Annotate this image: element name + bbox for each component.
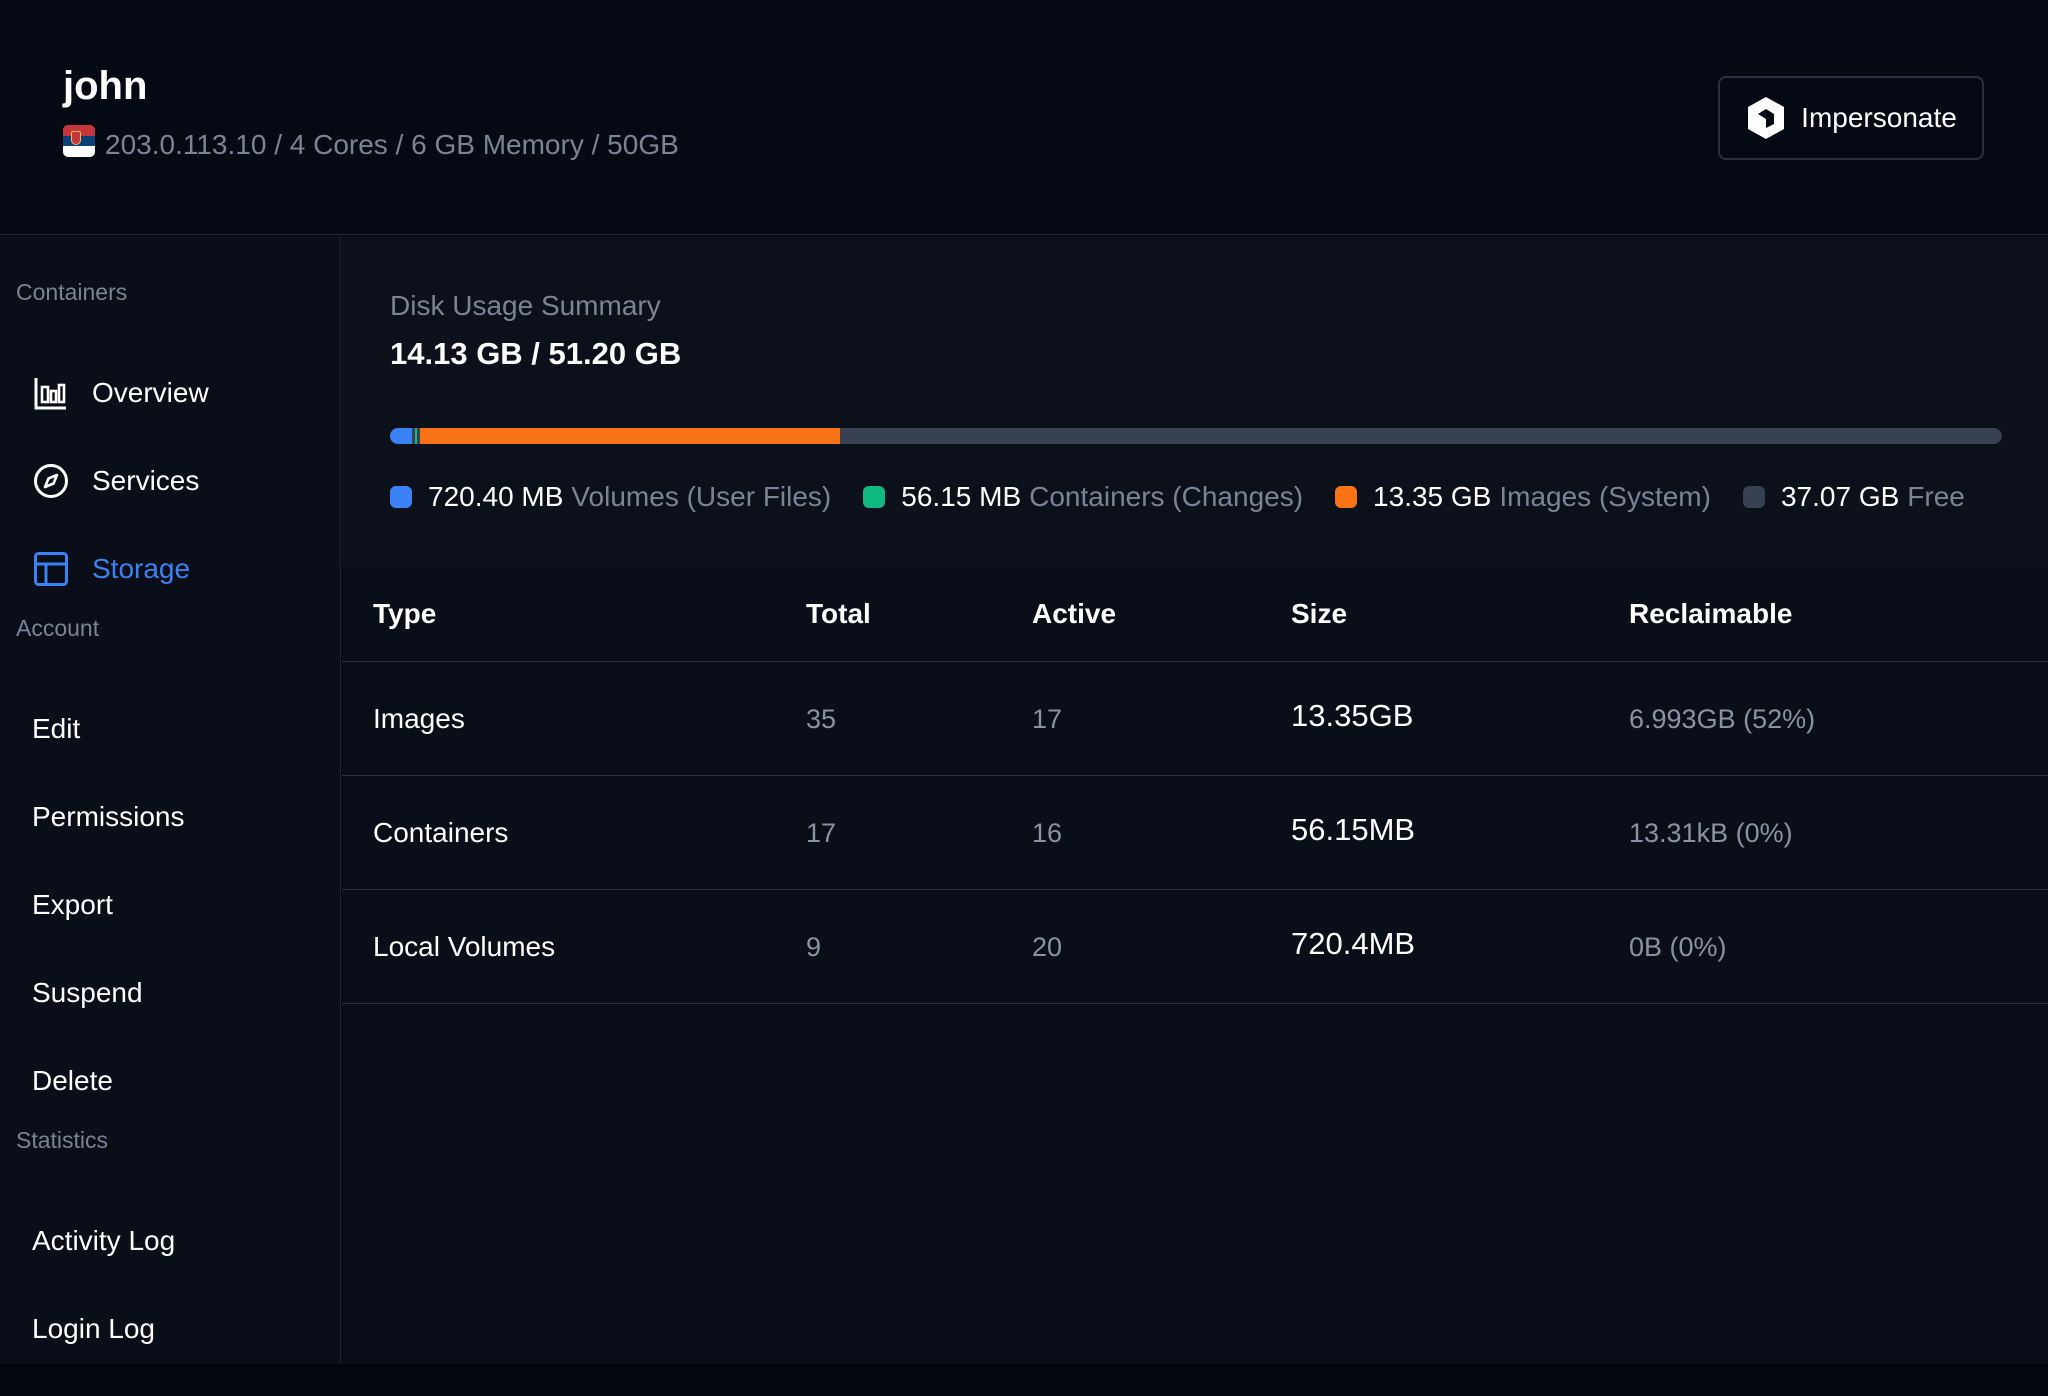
cube-icon (1748, 97, 1785, 139)
legend-name: Containers (Changes) (1029, 481, 1304, 512)
legend-swatch (390, 486, 412, 508)
usage-bar-volumes (390, 428, 412, 444)
server-info: 203.0.113.10 / 4 Cores / 6 GB Memory / 5… (63, 125, 679, 161)
impersonate-button[interactable]: Impersonate (1718, 76, 1984, 160)
section-label-containers: Containers (16, 279, 128, 305)
legend-item-containers: 56.15 MB Containers (Changes) (863, 481, 1303, 513)
table-row: Images 35 17 13.35GB 6.993GB (52%) (342, 662, 2048, 776)
table-icon (34, 552, 68, 586)
cell-reclaimable: 0B (0%) (1629, 932, 1727, 962)
table-header: Type Total Active Size Reclaimable (342, 566, 2048, 662)
compass-icon (34, 464, 68, 498)
cell-size: 56.15MB (1291, 812, 1416, 847)
legend-swatch (1742, 486, 1765, 508)
sidebar-item-label: Export (32, 889, 113, 920)
sidebar-item-storage[interactable]: Storage (0, 537, 340, 601)
usage-legend: 720.40 MB Volumes (User Files) 56.15 MB … (390, 481, 1965, 513)
cell-size: 13.35GB (1291, 698, 1414, 733)
cell-reclaimable: 13.31kB (0%) (1629, 818, 1793, 848)
sidebar-item-label: Delete (32, 1065, 113, 1096)
usage-bar-containers (415, 428, 417, 444)
legend-item-volumes: 720.40 MB Volumes (User Files) (390, 481, 831, 513)
cell-active: 16 (1032, 818, 1063, 848)
impersonate-label: Impersonate (1801, 102, 1957, 133)
sidebar-item-activity-log[interactable]: Activity Log (0, 1209, 340, 1273)
main-content: Disk Usage Summary 14.13 GB / 51.20 GB 7… (342, 236, 2048, 1364)
sidebar-item-label: Storage (92, 553, 191, 584)
cell-type: Images (373, 703, 465, 734)
table-row: Containers 17 16 56.15MB 13.31kB (0%) (342, 776, 2048, 890)
legend-name: Free (1907, 481, 1965, 512)
sidebar-item-label: Services (92, 465, 200, 496)
column-header-size[interactable]: Size (1291, 598, 1348, 629)
legend-name: Volumes (User Files) (571, 481, 832, 512)
legend-swatch (863, 486, 886, 508)
cell-reclaimable: 6.993GB (52%) (1629, 704, 1816, 734)
column-header-reclaimable[interactable]: Reclaimable (1629, 598, 1793, 629)
column-header-total[interactable]: Total (806, 598, 871, 629)
sidebar-item-overview[interactable]: Overview (0, 361, 340, 425)
legend-value: 37.07 GB (1780, 481, 1900, 512)
sidebar-item-label: Edit (32, 713, 81, 744)
summary-label: Disk Usage Summary (390, 290, 661, 321)
section-label-account: Account (16, 615, 100, 641)
sidebar-item-permissions[interactable]: Permissions (0, 785, 340, 849)
disk-usage-summary: Disk Usage Summary 14.13 GB / 51.20 GB 7… (342, 236, 2048, 566)
cell-active: 20 (1032, 932, 1063, 962)
bottom-strip (0, 1364, 2048, 1396)
sidebar-item-label: Suspend (32, 977, 143, 1008)
cell-total: 9 (806, 932, 822, 962)
summary-value: 14.13 GB / 51.20 GB (390, 336, 682, 371)
chart-bar-icon (34, 378, 66, 410)
sidebar: Containers Overview Services Storage Acc… (0, 236, 341, 1364)
legend-item-images: 13.35 GB Images (System) (1335, 481, 1711, 513)
column-header-active[interactable]: Active (1032, 598, 1117, 629)
sidebar-item-label: Overview (92, 377, 209, 408)
sidebar-item-export[interactable]: Export (0, 873, 340, 937)
page-title: john (63, 64, 148, 108)
sidebar-item-login-log[interactable]: Login Log (0, 1297, 340, 1361)
sidebar-item-edit[interactable]: Edit (0, 697, 340, 761)
table-row: Local Volumes 9 20 720.4MB 0B (0%) (342, 890, 2048, 1004)
storage-table: Type Total Active Size Reclaimable Image… (342, 566, 2048, 1004)
cell-type: Local Volumes (373, 931, 556, 962)
usage-bar (390, 428, 2002, 444)
legend-swatch (1335, 486, 1358, 508)
sidebar-item-label: Login Log (32, 1313, 156, 1344)
column-header-type[interactable]: Type (373, 598, 437, 629)
page-header: john 203.0.113.10 / 4 Cores / 6 GB Memor… (0, 0, 2048, 235)
serbia-flag-icon (63, 125, 95, 157)
sidebar-item-services[interactable]: Services (0, 449, 340, 513)
legend-item-free: 37.07 GB Free (1742, 481, 1965, 513)
sidebar-item-delete[interactable]: Delete (0, 1049, 340, 1113)
sidebar-item-suspend[interactable]: Suspend (0, 961, 340, 1025)
cell-total: 17 (806, 818, 837, 848)
legend-name: Images (System) (1499, 481, 1711, 512)
cell-size: 720.4MB (1291, 926, 1416, 961)
sidebar-item-label: Activity Log (32, 1225, 176, 1256)
legend-value: 56.15 MB (901, 481, 1022, 512)
cell-active: 17 (1032, 704, 1063, 734)
cell-type: Containers (373, 817, 509, 848)
server-info-text: 203.0.113.10 / 4 Cores / 6 GB Memory / 5… (105, 129, 679, 160)
sidebar-item-label: Permissions (32, 801, 185, 832)
legend-value: 13.35 GB (1373, 481, 1492, 512)
section-label-statistics: Statistics (16, 1127, 109, 1153)
usage-bar-images (420, 428, 840, 444)
legend-value: 720.40 MB (428, 481, 564, 512)
cell-total: 35 (806, 704, 837, 734)
